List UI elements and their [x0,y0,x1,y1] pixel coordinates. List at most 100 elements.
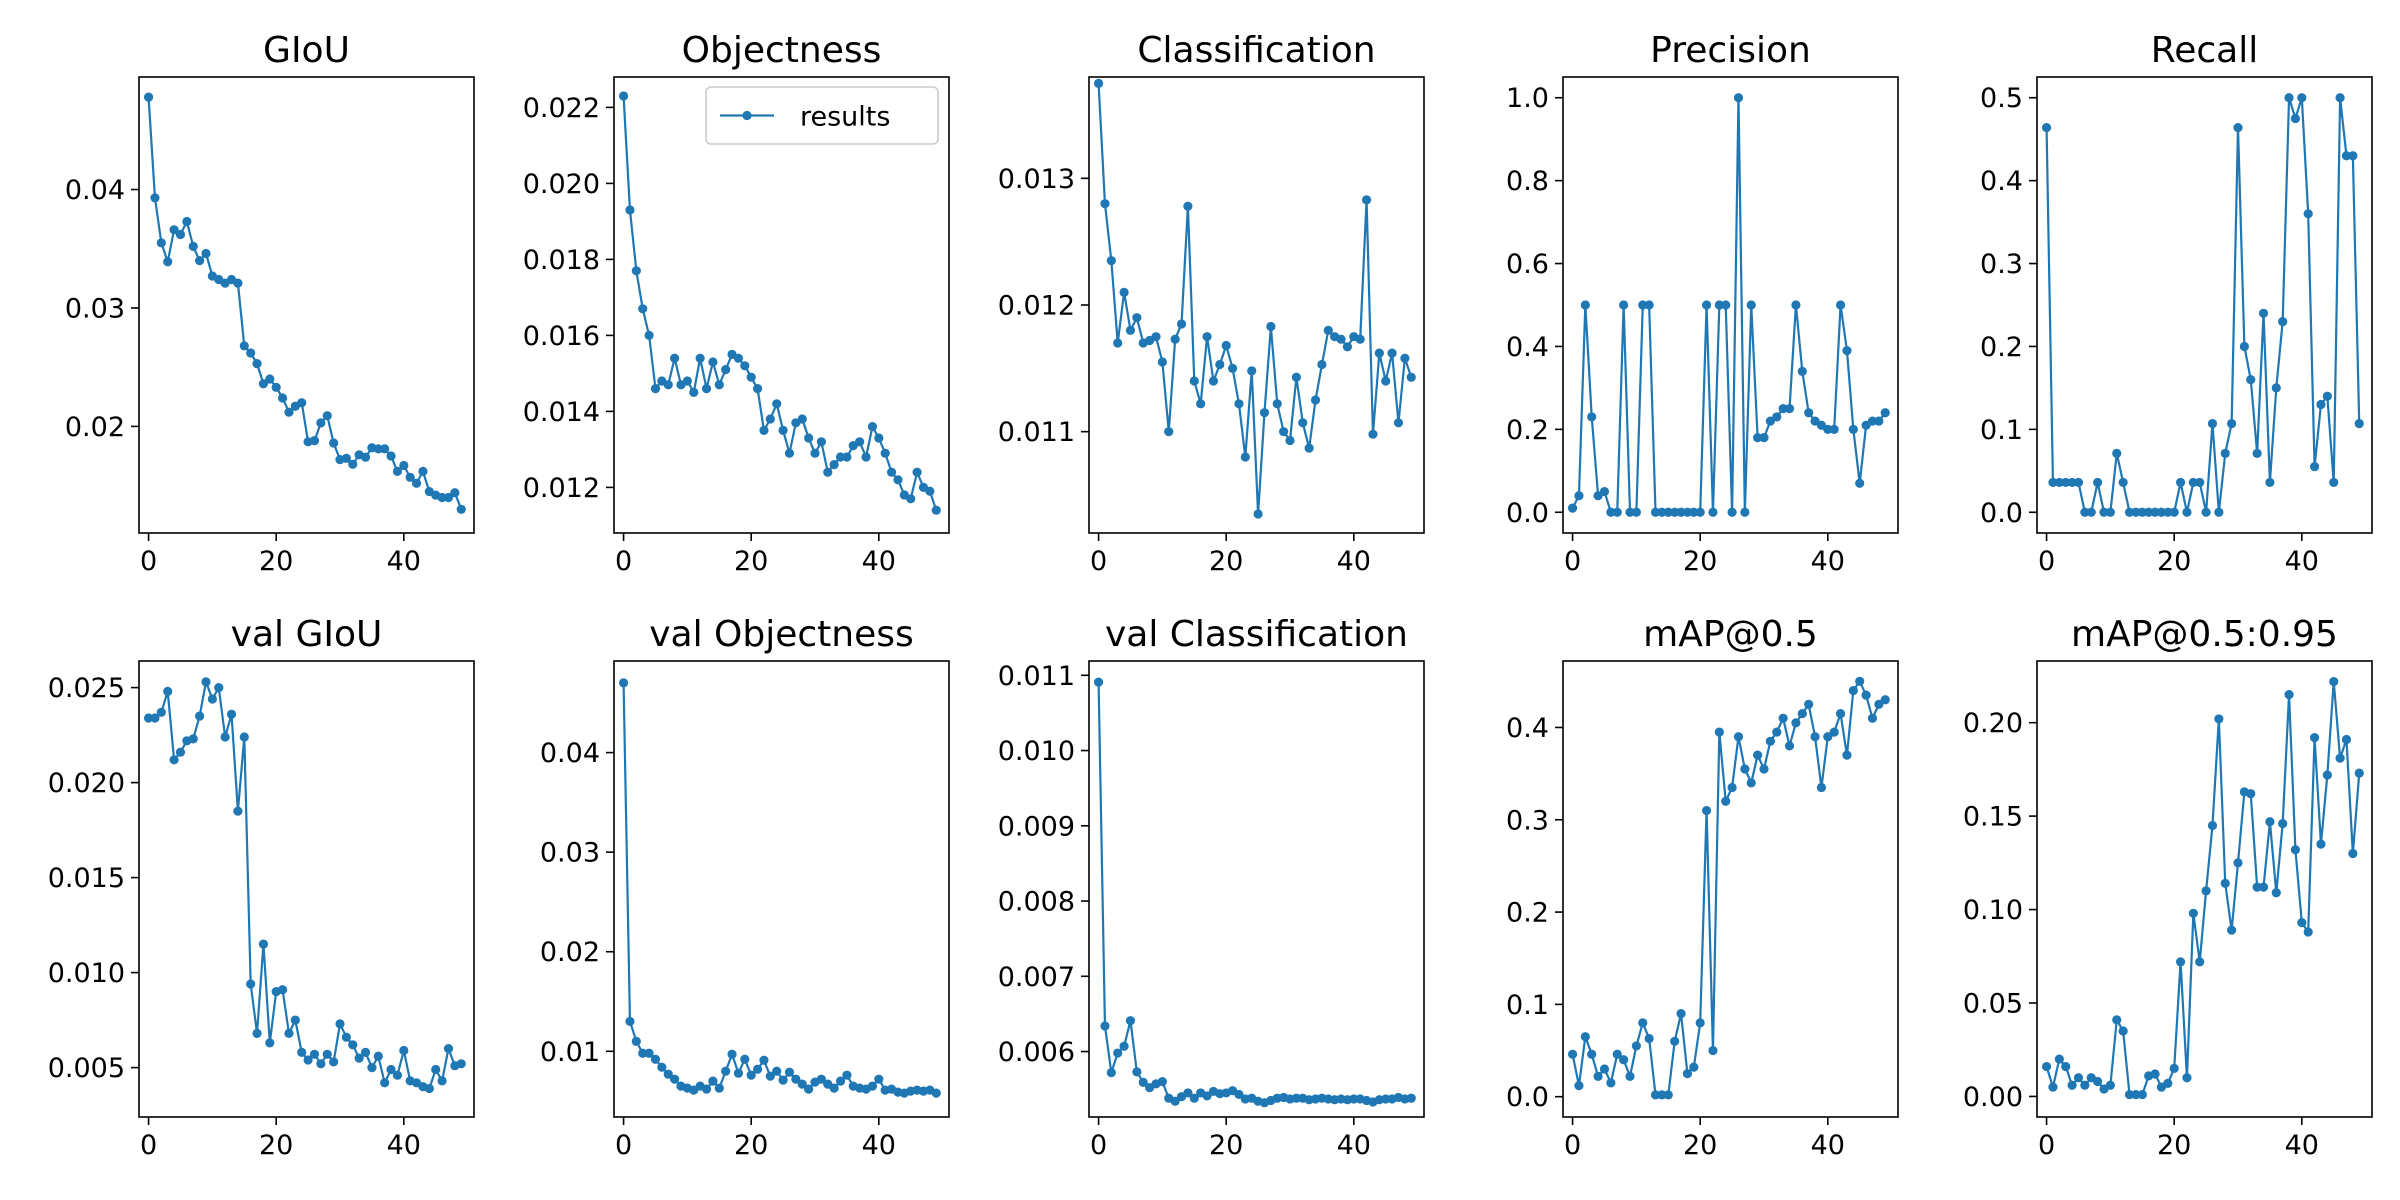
chart-precision: Precision 0 20 40 0.0 0.2 0.4 0.6 0.8 1.0 [1506,30,1899,577]
data-point [682,376,692,386]
data-point [1234,399,1244,409]
data-point [2227,925,2237,935]
data-point [778,425,788,435]
data-point [1125,325,1136,335]
data-point [1093,78,1104,88]
data-point [2137,1089,2147,1100]
y-tick-label: 0.03 [540,838,600,869]
data-point [631,266,641,276]
y-tick-label: 0.020 [48,768,125,799]
data-point [1867,416,1878,426]
data-point [277,985,288,995]
data-point [2195,477,2205,488]
data-point [348,459,358,469]
chart-val-giou: val GIoU 0 20 40 0.005 0.010 0.015 0.020 0.025 [48,614,475,1161]
data-point [1797,709,1807,719]
data-point [829,1083,839,1093]
chart-title: GIoU [263,30,350,71]
data-point [354,1053,364,1063]
data-point [1183,201,1193,211]
x-tick-label: 0 [615,1130,632,1161]
data-point [2329,477,2339,488]
chart-val-objectness: val Objectness 0 20 40 0.01 0.02 0.03 0.04 [540,614,950,1161]
y-tick-label: 0.6 [1506,249,1549,280]
data-point [861,452,871,462]
data-point [175,747,186,757]
data-point [214,683,224,693]
data-point [2220,878,2230,888]
legend-box [705,86,939,145]
y-tick-label: 0.00 [1963,1082,2023,1113]
y-tick-label: 0.009 [998,811,1075,842]
data-point [1374,348,1384,358]
data-point [1638,1018,1648,1028]
data-point [714,380,724,390]
axes-frame [2036,660,2373,1118]
data-point [893,475,903,485]
data-point [1631,1041,1641,1051]
y-tick-label: 0.010 [998,736,1075,767]
data-point [2278,818,2288,829]
data-point [1215,359,1225,370]
data-point [2354,768,2364,778]
data-point [657,1062,667,1072]
data-point [701,384,712,394]
data-point [1387,348,1397,358]
x-tick-label: 20 [1209,1130,1243,1161]
data-point [309,436,320,446]
data-point [143,713,154,723]
data-point [150,193,160,203]
data-point [316,418,326,428]
axes-frame [138,660,475,1118]
data-point [2265,477,2275,488]
data-point [284,407,294,417]
data-point [1701,805,1712,816]
data-point [2118,477,2128,488]
data-point [644,330,654,340]
data-point [2335,753,2345,763]
chart-recall: Recall 0 20 40 0.0 0.1 0.2 0.3 0.4 0.5 [1980,30,2373,577]
data-point [2093,1076,2103,1087]
y-tick-label: 0.1 [1506,990,1549,1021]
data-point [2131,1089,2141,1100]
data-point [373,1051,383,1061]
data-point [2335,93,2345,103]
x-tick-label: 40 [387,546,421,577]
chart-title: Precision [1650,30,1811,71]
data-point [1823,732,1833,742]
data-point [1746,300,1756,310]
data-point [1708,507,1718,517]
y-tick-label: 1.0 [1506,83,1549,114]
data-point [721,1066,731,1076]
y-tick-label: 0.010 [48,958,125,989]
data-point [1804,408,1814,418]
data-point [2073,1073,2084,1083]
data-point [1772,412,1782,422]
data-point [2067,477,2077,488]
data-point [1285,435,1295,446]
data-point [1638,300,1648,310]
data-point [2175,957,2186,967]
data-point [1701,300,1712,310]
x-tick-label: 40 [1337,546,1371,577]
data-point [2048,477,2058,488]
data-point [1657,507,1667,517]
data-point [207,694,217,704]
data-point [618,91,629,101]
data-point [360,1047,371,1057]
data-point [456,504,466,514]
data-point [2150,1069,2160,1079]
data-point [258,379,269,389]
x-tick-label: 0 [2038,546,2055,577]
y-tick-label: 0.20 [1963,708,2023,739]
y-tick-label: 0.02 [540,937,600,968]
data-point [1170,334,1180,344]
data-point [284,1028,294,1038]
data-point [1663,1090,1673,1100]
data-point [886,467,897,477]
y-tick-label: 0.04 [65,175,125,206]
data-point [1227,363,1238,373]
data-point [1298,418,1308,428]
data-point [316,1059,326,1069]
